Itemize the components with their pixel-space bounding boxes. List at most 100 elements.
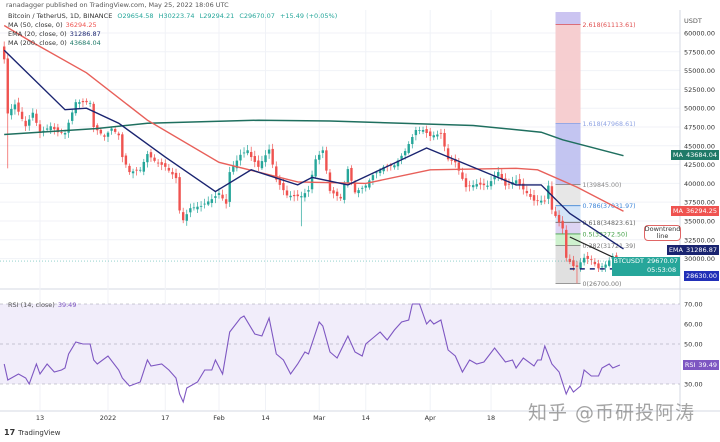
moving-averages bbox=[3, 24, 624, 250]
candle-up bbox=[260, 161, 264, 169]
fibonacci-extension[interactable]: 2.618(61113.61) 1.618(47968.61) 1(39845.00… bbox=[555, 12, 636, 288]
candle-down bbox=[296, 194, 299, 197]
candle-down bbox=[278, 179, 282, 185]
last-price-badge: BTCUSDT 29670.07 05:53:08 bbox=[611, 257, 680, 277]
candle-down bbox=[536, 200, 539, 202]
candle-down bbox=[2, 46, 6, 60]
ma50-line bbox=[3, 24, 624, 212]
candles bbox=[2, 41, 625, 284]
downtrend-line-callout[interactable]: Downtrend line bbox=[644, 225, 681, 241]
candle-up bbox=[497, 172, 500, 177]
candle-up bbox=[131, 171, 135, 174]
candle-down bbox=[561, 220, 564, 229]
ma50-label: MA (50, close, 0) bbox=[8, 21, 63, 29]
tradingview-icon: 17 bbox=[4, 428, 16, 437]
candle-down bbox=[24, 120, 27, 127]
rsi-tick-label: 60.00 bbox=[684, 321, 703, 329]
badge-value: 28630.00 bbox=[685, 271, 717, 280]
candle-up bbox=[471, 185, 475, 188]
candle-up bbox=[411, 137, 414, 145]
candle-up bbox=[239, 154, 242, 161]
candle-down bbox=[160, 162, 163, 165]
candle-up bbox=[110, 128, 113, 131]
candle-down bbox=[554, 211, 557, 216]
ma200-label: MA (200, close, 0) bbox=[8, 39, 67, 47]
rsi-tick-label: 70.00 bbox=[684, 301, 703, 309]
candle-down bbox=[446, 148, 450, 160]
price-tick-label: 35000.00 bbox=[684, 217, 715, 225]
fib-level-label: 0.382(31721.39) bbox=[583, 243, 636, 250]
candle-up bbox=[203, 203, 206, 205]
fib-zone bbox=[555, 222, 581, 234]
candle-up bbox=[246, 150, 249, 154]
rsi-legend-value: 39.49 bbox=[57, 301, 77, 309]
candle-down bbox=[250, 151, 253, 158]
candle-up bbox=[207, 201, 210, 205]
candle-up bbox=[486, 185, 489, 187]
fib-level-label: 1.618(47968.61) bbox=[583, 121, 636, 128]
ma50-legend[interactable]: MA (50, close, 0) 36294.25 bbox=[8, 21, 100, 29]
fib-level-label: 1(39845.00) bbox=[583, 182, 622, 189]
candle-down bbox=[522, 183, 525, 190]
candle-down bbox=[292, 194, 296, 197]
price-tick-label: 60000.00 bbox=[684, 30, 715, 38]
ema20-price-badge: EMA 31286.87 bbox=[666, 244, 719, 255]
candle-up bbox=[371, 175, 375, 181]
fib-level-label: 2.618(61113.61) bbox=[583, 22, 636, 29]
candle-up bbox=[74, 102, 77, 114]
badge-value: 36294.25 bbox=[685, 207, 717, 216]
candle-up bbox=[432, 135, 435, 138]
candle-down bbox=[575, 265, 579, 267]
candle-down bbox=[543, 200, 546, 202]
badge-tag: BTCUSDT bbox=[613, 257, 644, 266]
candle-down bbox=[439, 132, 443, 134]
candle-up bbox=[318, 154, 321, 160]
candle-down bbox=[20, 111, 24, 119]
price-tick-label: 50000.00 bbox=[684, 105, 715, 113]
candle-down bbox=[332, 190, 335, 194]
tradingview-logo[interactable]: 17 TradingView bbox=[4, 428, 60, 437]
price-tick-label: 32500.00 bbox=[684, 236, 715, 244]
publish-info: ranadagger published on TradingView.com,… bbox=[6, 1, 229, 9]
candle-down bbox=[507, 183, 511, 185]
candle-up bbox=[396, 160, 400, 167]
candle-down bbox=[35, 113, 38, 123]
candle-up bbox=[13, 104, 17, 110]
fib-zone bbox=[555, 184, 581, 206]
candle-up bbox=[71, 112, 74, 121]
candle-up bbox=[421, 129, 425, 132]
candle-down bbox=[135, 169, 138, 171]
candle-up bbox=[403, 151, 407, 156]
candle-up bbox=[400, 155, 403, 159]
candle-down bbox=[468, 185, 471, 187]
candle-down bbox=[17, 102, 20, 112]
candle-down bbox=[156, 162, 160, 164]
candle-down bbox=[350, 167, 353, 181]
candle-down bbox=[6, 58, 9, 114]
candle-up bbox=[199, 205, 203, 207]
rsi-tick-label: 30.00 bbox=[684, 381, 703, 389]
candle-down bbox=[568, 258, 572, 262]
candle-down bbox=[335, 191, 339, 196]
candle-up bbox=[228, 172, 231, 202]
ema20-line bbox=[3, 49, 624, 250]
axes[interactable]: USDT 60000.00 57500.00 55000.00 52500.00 5000… bbox=[36, 17, 715, 422]
candle-up bbox=[10, 108, 13, 116]
symbol-name: Bitcoin / TetherUS, 1D, BINANCE bbox=[8, 12, 113, 20]
ma200-legend[interactable]: MA (200, close, 0) 43684.04 bbox=[8, 39, 104, 47]
date-tick-label: 14 bbox=[261, 414, 269, 422]
candle-down bbox=[174, 172, 178, 179]
ohlc-open: O29654.58 bbox=[117, 12, 154, 20]
candle-up bbox=[321, 150, 324, 153]
ema20-legend[interactable]: EMA (20, close, 0) 31286.87 bbox=[8, 30, 104, 38]
fib-zone bbox=[555, 245, 581, 284]
badge-value: 31286.87 bbox=[685, 245, 717, 254]
candle-up bbox=[142, 161, 145, 172]
price-tick-label: 55000.00 bbox=[684, 67, 715, 75]
rsi-legend[interactable]: RSI (14, close) 39.49 bbox=[8, 301, 79, 309]
candle-up bbox=[582, 257, 586, 263]
candle-up bbox=[489, 181, 493, 187]
candle-up bbox=[360, 187, 364, 189]
candle-down bbox=[167, 167, 171, 171]
